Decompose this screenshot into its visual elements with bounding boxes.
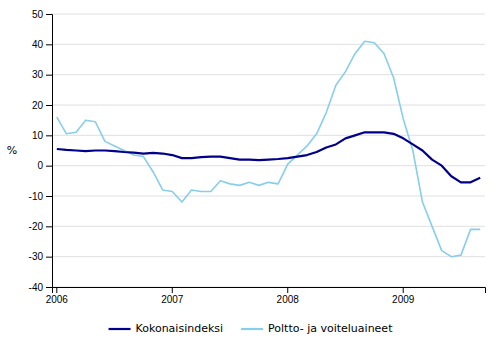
grid-line <box>52 105 485 106</box>
grid-line <box>52 14 485 15</box>
x-tick: 2009 <box>392 287 415 305</box>
x-tick-label: 2009 <box>392 294 415 305</box>
y-tick-mark <box>46 14 52 15</box>
y-tick-mark <box>46 226 52 227</box>
y-tick-mark <box>46 257 52 258</box>
legend-swatch <box>109 328 131 330</box>
legend-item: Kokonaisindeksi <box>109 322 224 335</box>
grid-line <box>52 256 485 257</box>
y-tick: 30 <box>32 69 52 80</box>
y-tick-mark <box>46 166 52 167</box>
legend-item: Poltto- ja voiteluaineet <box>241 322 393 335</box>
y-tick-mark <box>46 287 52 288</box>
x-tick-mark <box>287 287 288 293</box>
grid-line <box>52 74 485 75</box>
y-tick-mark <box>46 135 52 136</box>
x-axis: 2006 2007 2008 2009 <box>46 287 486 305</box>
y-tick-mark <box>46 75 52 76</box>
y-tick-label: 10 <box>32 130 44 141</box>
y-tick-label: -40 <box>29 282 44 293</box>
legend-swatch <box>241 328 263 330</box>
y-tick: -20 <box>29 221 52 232</box>
grid-line <box>52 165 485 166</box>
y-tick-label: 50 <box>32 9 44 20</box>
grid-line <box>52 226 485 227</box>
grid-line <box>52 196 485 197</box>
y-tick-label: -20 <box>29 221 44 232</box>
y-tick: -10 <box>29 191 52 202</box>
x-tick: 2006 <box>46 287 69 305</box>
y-tick-label: -10 <box>29 191 44 202</box>
grid-line <box>52 44 485 45</box>
y-tick: 0 <box>37 160 52 171</box>
y-tick-label: 0 <box>37 160 43 171</box>
y-tick-label: 20 <box>32 100 44 111</box>
x-tick-mark <box>403 287 404 293</box>
series-line <box>57 41 480 256</box>
chart: -40 -30 -20 -10 0 10 20 30 40 50 2006 2007 2008 2009%… <box>0 0 501 349</box>
y-tick-label: -30 <box>29 251 44 262</box>
plot: -40 -30 -20 -10 0 10 20 30 40 50 2006 2007 2008 2009% <box>7 9 486 305</box>
x-tick-label: 2007 <box>161 294 184 305</box>
y-tick-mark <box>46 44 52 45</box>
y-tick: 20 <box>32 100 52 111</box>
y-tick-mark <box>46 196 52 197</box>
x-tick-mark <box>56 287 57 293</box>
legend-label: Poltto- ja voiteluaineet <box>268 322 393 335</box>
lines <box>57 41 480 256</box>
y-tick: -30 <box>29 251 52 262</box>
y-tick: 40 <box>32 39 52 50</box>
legend: Kokonaisindeksi Poltto- ja voiteluaineet <box>109 322 394 335</box>
x-tick-label: 2008 <box>277 294 300 305</box>
y-axis: -40 -30 -20 -10 0 10 20 30 40 50 <box>29 9 53 293</box>
y-tick: 10 <box>32 130 52 141</box>
x-axis-line <box>53 288 486 294</box>
legend-label: Kokonaisindeksi <box>136 322 224 335</box>
y-tick-label: 40 <box>32 39 44 50</box>
y-axis-line <box>46 15 53 288</box>
y-axis-title: % <box>7 144 17 157</box>
y-tick-mark <box>46 105 52 106</box>
y-tick: 50 <box>32 9 52 20</box>
grid-line <box>52 135 485 136</box>
x-tick-label: 2006 <box>46 294 69 305</box>
grid <box>52 14 485 287</box>
x-tick: 2008 <box>277 287 300 305</box>
x-tick: 2007 <box>161 287 184 305</box>
x-tick-mark <box>172 287 173 293</box>
y-tick-label: 30 <box>32 69 44 80</box>
y-tick: -40 <box>29 282 52 293</box>
series-line <box>57 132 480 182</box>
